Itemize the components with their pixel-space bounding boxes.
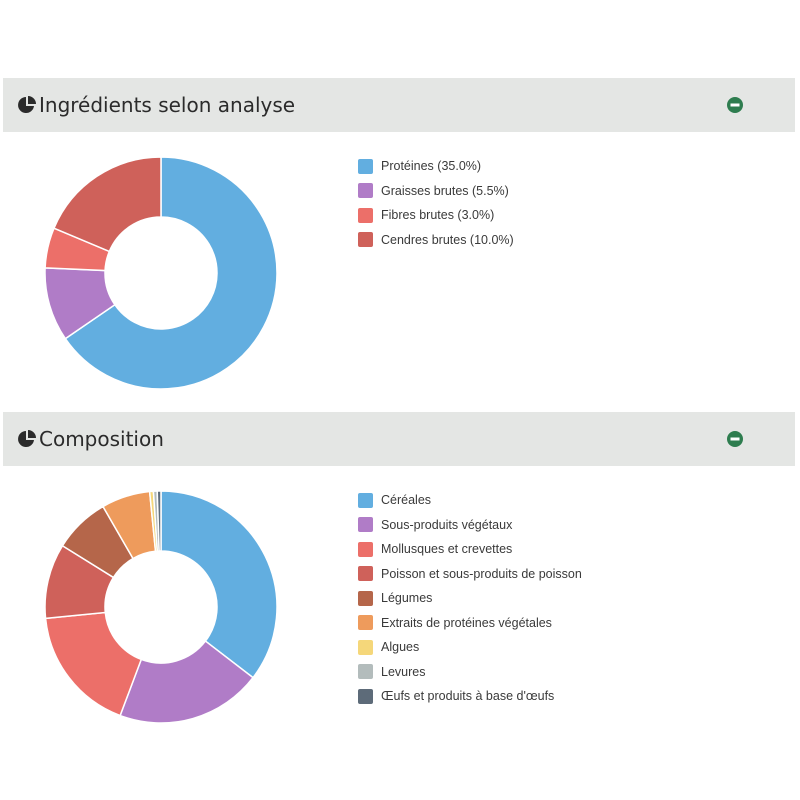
legend-item[interactable]: Légumes [358, 586, 582, 611]
legend-label: Œufs et produits à base d'œufs [381, 689, 555, 704]
donut-slice[interactable] [53, 156, 162, 253]
legend-label: Poisson et sous-produits de poisson [381, 566, 582, 581]
legend-item[interactable]: Œufs et produits à base d'œufs [358, 684, 582, 709]
donut-slice[interactable] [156, 490, 162, 552]
panel-title: Composition [39, 427, 164, 451]
legend-label: Algues [381, 640, 420, 655]
panel-header-analysis: Ingrédients selon analyse [3, 78, 795, 132]
analysis-legend: Protéines (35.0%) Graisses brutes (5.5%) F… [358, 154, 514, 252]
legend-label: Graisses brutes (5.5%) [381, 183, 509, 198]
minus-circle-icon[interactable] [725, 429, 745, 449]
legend-item[interactable]: Protéines (35.0%) [358, 154, 514, 179]
legend-item[interactable]: Mollusques et crevettes [358, 537, 582, 562]
legend-swatch [358, 688, 373, 704]
legend-item[interactable]: Levures [358, 660, 582, 685]
legend-item[interactable]: Algues [358, 635, 582, 660]
composition-donut-chart [44, 490, 278, 724]
donut-slice[interactable] [119, 640, 255, 724]
legend-item[interactable]: Fibres brutes (3.0%) [358, 203, 514, 228]
legend-item[interactable]: Céréales [358, 488, 582, 513]
legend-label: Sous-produits végétaux [381, 517, 513, 532]
legend-label: Levures [381, 664, 426, 679]
legend-label: Mollusques et crevettes [381, 542, 513, 557]
legend-swatch [358, 232, 373, 248]
legend-swatch [358, 207, 373, 223]
legend-item[interactable]: Sous-produits végétaux [358, 513, 582, 538]
donut-slice[interactable] [64, 156, 278, 390]
analysis-donut-chart [44, 156, 278, 390]
legend-label: Légumes [381, 591, 433, 606]
legend-item[interactable]: Graisses brutes (5.5%) [358, 179, 514, 204]
legend-swatch [358, 541, 373, 557]
donut-slice[interactable] [160, 490, 278, 679]
legend-swatch [358, 590, 373, 606]
legend-label: Fibres brutes (3.0%) [381, 208, 495, 223]
legend-swatch [358, 566, 373, 582]
donut-slice[interactable] [44, 611, 143, 717]
legend-item[interactable]: Extraits de protéines végétales [358, 611, 582, 636]
legend-swatch [358, 639, 373, 655]
pie-chart-icon [18, 430, 36, 447]
panel-header-composition: Composition [3, 412, 795, 466]
legend-swatch [358, 615, 373, 631]
legend-label: Extraits de protéines végétales [381, 615, 552, 630]
legend-swatch [358, 517, 373, 533]
legend-label: Céréales [381, 493, 432, 508]
legend-item[interactable]: Poisson et sous-produits de poisson [358, 562, 582, 587]
legend-label: Cendres brutes (10.0%) [381, 232, 514, 247]
pie-chart-icon [18, 96, 36, 113]
legend-swatch [358, 664, 373, 680]
legend-swatch [358, 158, 373, 174]
legend-swatch [358, 183, 373, 199]
minus-circle-icon[interactable] [725, 95, 745, 115]
composition-legend: Céréales Sous-produits végétaux Mollusques… [358, 488, 582, 709]
legend-swatch [358, 492, 373, 508]
legend-label: Protéines (35.0%) [381, 159, 482, 174]
panel-title: Ingrédients selon analyse [39, 93, 296, 117]
legend-item[interactable]: Cendres brutes (10.0%) [358, 228, 514, 253]
